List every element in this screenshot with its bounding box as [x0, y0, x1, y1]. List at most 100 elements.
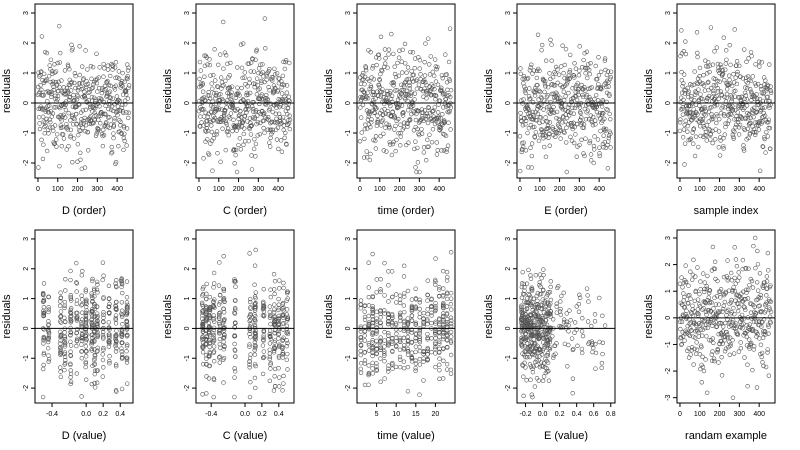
data-point — [207, 96, 213, 101]
data-point — [446, 59, 452, 65]
data-point — [237, 136, 243, 141]
data-point — [435, 82, 441, 87]
data-point — [589, 323, 594, 329]
x-tick-label: 20 — [432, 411, 440, 418]
data-point — [72, 80, 77, 86]
data-point — [695, 50, 700, 56]
y-axis-label: residuals — [162, 68, 174, 113]
data-point — [430, 127, 436, 132]
data-point — [432, 105, 437, 110]
data-point — [582, 153, 587, 159]
y-tick-label: 2 — [345, 41, 352, 45]
y-tick-label: -1 — [505, 130, 512, 136]
data-point — [93, 78, 98, 83]
data-point — [68, 343, 74, 348]
data-point — [596, 72, 602, 78]
data-point — [44, 50, 50, 56]
data-point — [693, 134, 699, 139]
data-point — [62, 330, 67, 335]
data-point — [549, 42, 554, 47]
data-point — [95, 126, 100, 131]
data-point — [586, 62, 591, 67]
data-point — [233, 354, 238, 359]
data-point — [401, 359, 407, 364]
data-point — [425, 307, 430, 312]
x-tick-label: 300 — [574, 186, 586, 193]
data-point — [440, 111, 445, 117]
data-point — [114, 328, 119, 333]
data-point — [422, 73, 428, 78]
data-point — [757, 271, 763, 276]
data-point — [252, 282, 257, 287]
data-point — [122, 131, 127, 136]
data-point — [40, 394, 46, 400]
data-point — [83, 364, 88, 370]
data-point — [207, 62, 213, 68]
data-point — [579, 346, 585, 352]
data-point — [200, 81, 205, 86]
data-point — [276, 384, 282, 389]
data-point — [697, 103, 702, 108]
data-point — [694, 347, 700, 352]
data-point — [716, 145, 722, 150]
y-axis-label: residuals — [643, 68, 655, 113]
data-point — [79, 293, 84, 298]
data-point — [413, 358, 418, 363]
data-point — [124, 300, 130, 305]
data-point — [757, 303, 762, 308]
data-point — [57, 60, 62, 65]
data-point — [60, 125, 65, 130]
y-tick-label: -2 — [665, 160, 672, 166]
y-tick-label: 2 — [184, 267, 191, 271]
data-point — [49, 91, 54, 97]
data-point — [89, 94, 95, 100]
data-point — [214, 129, 220, 134]
data-point — [398, 143, 403, 148]
point-group — [677, 25, 774, 173]
data-point — [700, 271, 706, 276]
data-point — [406, 140, 411, 145]
data-point — [56, 79, 61, 85]
data-point — [212, 132, 217, 137]
data-point — [47, 125, 53, 130]
data-point — [126, 110, 132, 115]
data-point — [198, 114, 203, 119]
data-point — [724, 86, 730, 92]
data-point — [585, 75, 590, 81]
data-point — [282, 66, 288, 72]
y-tick-label: -1 — [665, 130, 672, 136]
data-point — [203, 129, 209, 134]
data-point — [566, 342, 571, 348]
data-point — [727, 352, 732, 357]
data-point — [521, 97, 526, 102]
data-point — [125, 381, 130, 386]
data-point — [711, 306, 716, 311]
data-point — [605, 166, 611, 171]
data-point — [253, 141, 259, 147]
data-point — [211, 344, 217, 349]
data-point — [717, 153, 723, 158]
data-point — [760, 360, 765, 365]
data-point — [705, 325, 710, 331]
data-point — [50, 81, 55, 87]
data-point — [49, 114, 55, 119]
data-point — [750, 367, 755, 373]
data-point — [70, 46, 75, 51]
data-point — [437, 356, 442, 361]
y-tick-label: -2 — [345, 385, 352, 391]
data-point — [448, 250, 454, 255]
data-point — [752, 235, 758, 241]
x-tick-label: 200 — [394, 186, 406, 193]
x-tick-label: 0.0 — [81, 411, 91, 418]
data-point — [691, 141, 696, 146]
data-point — [564, 311, 569, 316]
data-point — [358, 366, 364, 372]
data-point — [758, 342, 764, 348]
data-point — [370, 360, 375, 366]
data-point — [448, 296, 454, 301]
data-point — [58, 320, 64, 325]
x-tick-label: 400 — [111, 186, 123, 193]
data-point — [577, 105, 583, 110]
data-point — [272, 302, 277, 307]
